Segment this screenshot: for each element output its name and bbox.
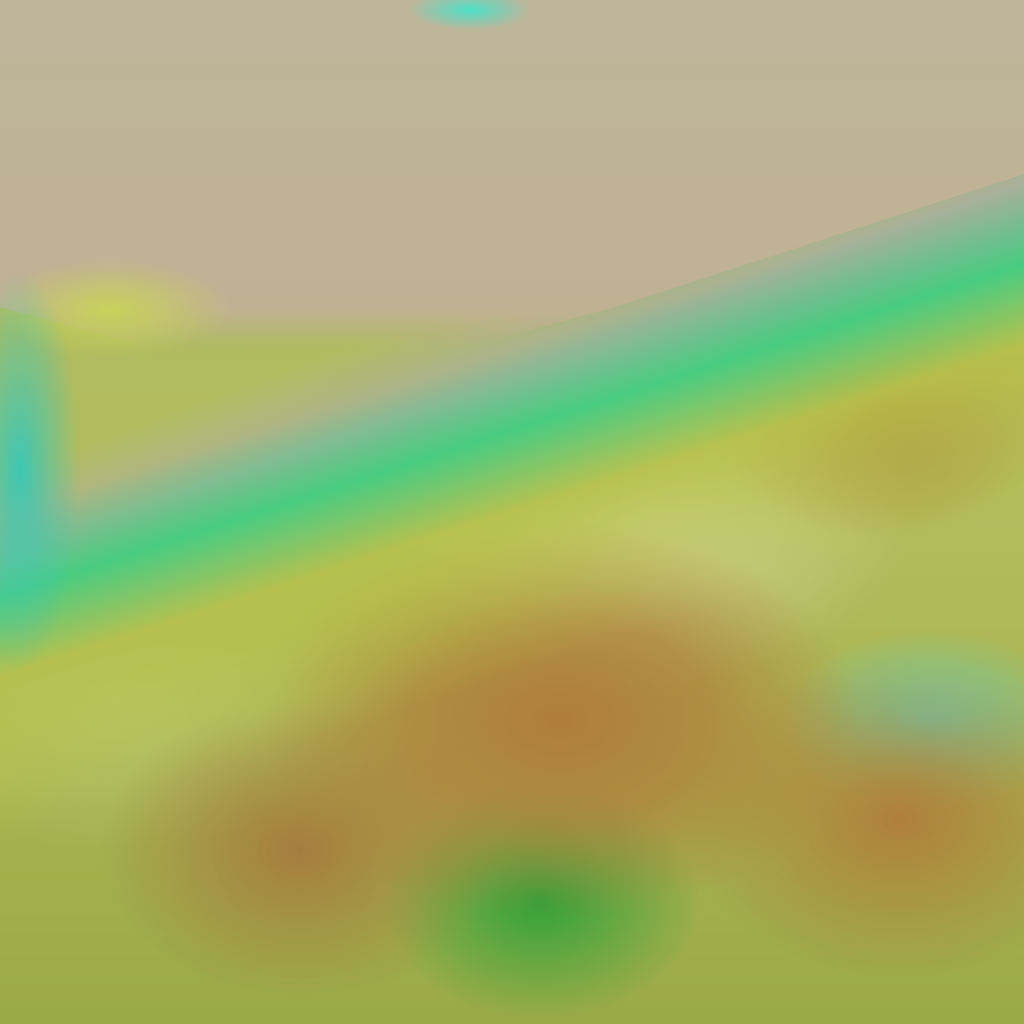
water-features (0, 0, 1024, 1024)
satellite-image (0, 0, 1024, 1024)
